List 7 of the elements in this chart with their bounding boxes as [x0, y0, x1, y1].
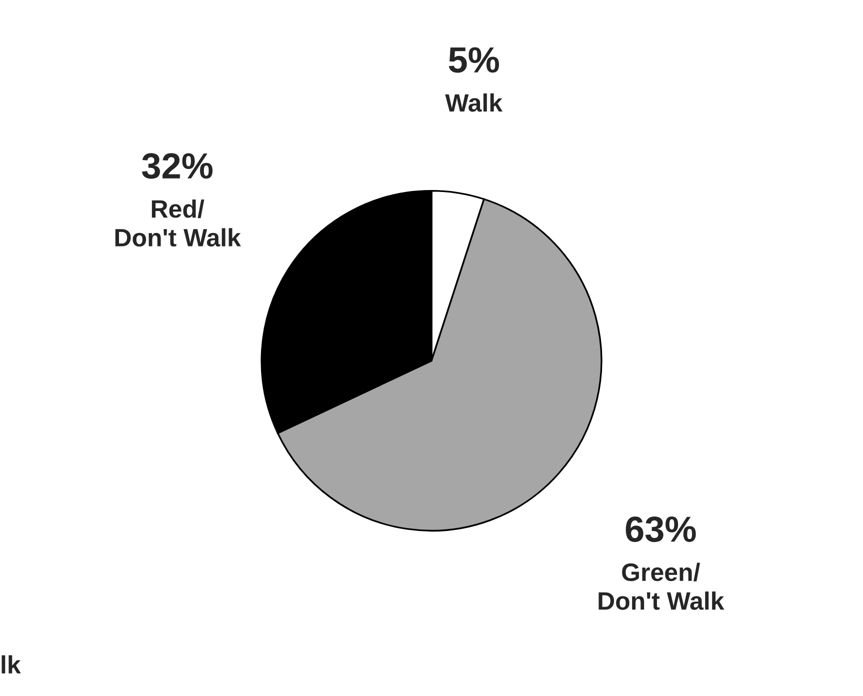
data-label: 5%	[448, 47, 499, 73]
text: lk	[2, 655, 21, 674]
slice-label: Walk	[445, 93, 503, 112]
slice-label: Green/ Don't Walk	[598, 562, 724, 610]
data-label: 32%	[142, 153, 213, 179]
data-label: 63%	[626, 516, 696, 542]
slice-label: Red/ Don't Walk	[115, 199, 241, 247]
